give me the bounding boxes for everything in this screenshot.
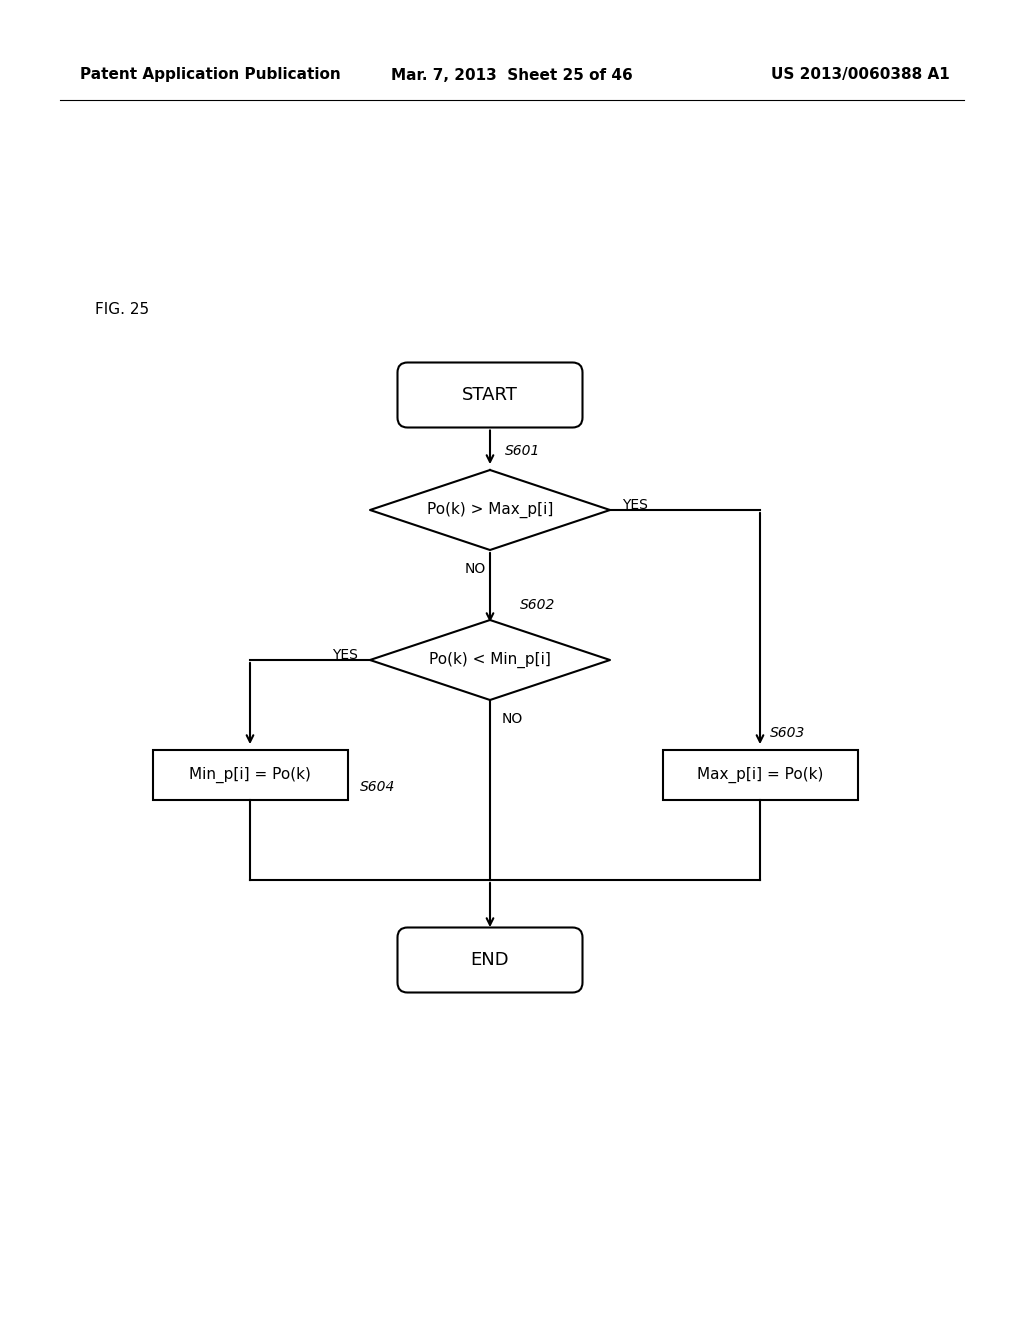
Text: FIG. 25: FIG. 25 bbox=[95, 302, 150, 318]
Text: Po(k) < Min_p[i]: Po(k) < Min_p[i] bbox=[429, 652, 551, 668]
FancyBboxPatch shape bbox=[663, 750, 857, 800]
Text: START: START bbox=[462, 385, 518, 404]
FancyBboxPatch shape bbox=[397, 928, 583, 993]
Text: END: END bbox=[471, 950, 509, 969]
Text: S601: S601 bbox=[505, 444, 541, 458]
Text: YES: YES bbox=[622, 498, 648, 512]
Text: Min_p[i] = Po(k): Min_p[i] = Po(k) bbox=[189, 767, 311, 783]
Text: Mar. 7, 2013  Sheet 25 of 46: Mar. 7, 2013 Sheet 25 of 46 bbox=[391, 67, 633, 82]
FancyBboxPatch shape bbox=[153, 750, 347, 800]
Text: Max_p[i] = Po(k): Max_p[i] = Po(k) bbox=[696, 767, 823, 783]
Text: S604: S604 bbox=[359, 780, 395, 795]
Text: NO: NO bbox=[502, 711, 523, 726]
Text: NO: NO bbox=[464, 562, 485, 576]
Text: S603: S603 bbox=[770, 726, 805, 741]
Text: S602: S602 bbox=[520, 598, 555, 612]
Text: YES: YES bbox=[332, 648, 358, 663]
FancyBboxPatch shape bbox=[397, 363, 583, 428]
Text: Po(k) > Max_p[i]: Po(k) > Max_p[i] bbox=[427, 502, 553, 519]
Text: US 2013/0060388 A1: US 2013/0060388 A1 bbox=[771, 67, 950, 82]
Text: Patent Application Publication: Patent Application Publication bbox=[80, 67, 341, 82]
